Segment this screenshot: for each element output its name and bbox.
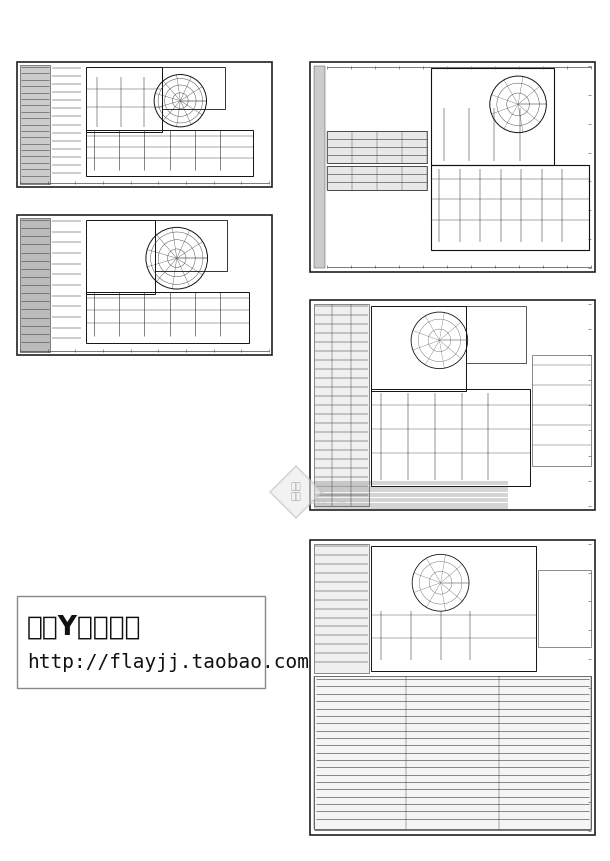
Bar [162, 67, 226, 108]
Bar [310, 540, 595, 835]
Bar [314, 304, 370, 506]
Bar [314, 544, 370, 673]
Bar [17, 215, 272, 355]
Bar [314, 676, 591, 829]
Bar [87, 131, 253, 176]
Text: http://flayjj.taobao.com: http://flayjj.taobao.com [27, 653, 309, 672]
Bar [538, 570, 591, 647]
Bar [17, 596, 265, 688]
Bar [310, 300, 595, 510]
Bar [466, 306, 526, 362]
Bar [314, 66, 325, 268]
Text: 土木
在线: 土木 在线 [290, 482, 301, 502]
Bar [87, 67, 162, 133]
Bar [371, 389, 529, 486]
Text: GOISC.COM: GOISC.COM [310, 499, 346, 505]
Bar [327, 166, 428, 190]
Polygon shape [270, 466, 322, 518]
Text: 小猪Y设计图库: 小猪Y设计图库 [27, 615, 142, 641]
Bar [155, 220, 228, 271]
Bar [17, 62, 272, 187]
Bar [431, 68, 554, 165]
Bar [87, 220, 155, 294]
Bar [327, 131, 428, 163]
Bar [531, 355, 591, 466]
Bar [87, 292, 249, 343]
Bar [20, 65, 50, 184]
Bar [20, 218, 50, 352]
Bar [371, 306, 466, 391]
Bar [310, 62, 595, 272]
Bar [431, 165, 589, 250]
Bar [371, 546, 536, 672]
